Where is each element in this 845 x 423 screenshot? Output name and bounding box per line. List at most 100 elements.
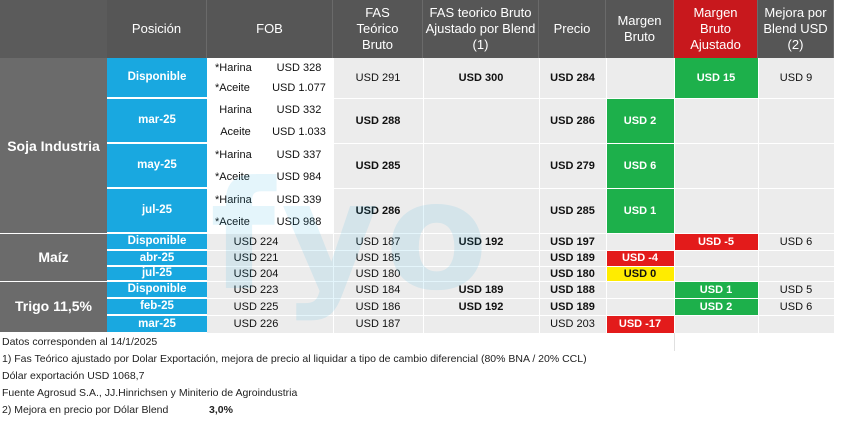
fob-label: *Aceite: [215, 170, 250, 183]
fas-adjusted-value: [423, 251, 539, 266]
fob-value: USD 328: [276, 61, 322, 74]
fas-adjusted-value: USD 300: [423, 58, 539, 98]
price-value: USD 189: [539, 299, 606, 315]
position-cell: abr-25: [107, 251, 207, 266]
note-blend: 2) Mejora en precio por Dólar Blend 3,0%: [2, 404, 262, 416]
fob-label: *Aceite: [215, 215, 250, 228]
margin-value: [606, 234, 674, 250]
improvement-value: [758, 251, 834, 266]
note-source: Fuente Agrosud S.A., JJ.Hinrichsen y Min…: [2, 387, 298, 399]
fob-value: USD 1.077: [272, 81, 326, 94]
fob-value: USD 224: [207, 234, 333, 250]
price-value: USD 286: [539, 99, 606, 143]
fas-adjusted-value: USD 189: [423, 282, 539, 298]
improvement-value: USD 6: [758, 234, 834, 250]
fob-value: USD 223: [207, 282, 333, 298]
header-fob: FOB: [207, 0, 333, 58]
margin-adjusted-value: [674, 251, 758, 266]
fob-value: USD 988: [276, 215, 322, 228]
note-blend-value: 3,0%: [209, 404, 233, 416]
fob-label: Aceite: [220, 125, 251, 138]
note-blend-label: 2) Mejora en precio por Dólar Blend: [2, 404, 169, 416]
group-trigo: Trigo 11,5%: [0, 281, 107, 332]
column-divider: [674, 58, 675, 333]
column-divider: [423, 58, 424, 333]
fob-label: Harina: [219, 103, 252, 116]
fas-adjusted-value: [423, 267, 539, 281]
fas-value: USD 286: [333, 189, 423, 233]
fob-value: USD 337: [276, 148, 322, 161]
header-precio: Precio: [539, 0, 606, 58]
fas-adjusted-value: USD 192: [423, 234, 539, 250]
column-divider: [539, 58, 540, 333]
price-value: USD 188: [539, 282, 606, 298]
fas-adjusted-value: [423, 144, 539, 188]
position-cell: may-25: [107, 144, 207, 188]
margin-value: [606, 299, 674, 315]
price-value: USD 180: [539, 267, 606, 281]
margin-value: USD 1: [606, 189, 674, 233]
header-fas-teorico: FAS Teórico Bruto: [333, 0, 423, 58]
improvement-value: [758, 99, 834, 143]
fob-value: USD 221: [207, 251, 333, 266]
margin-value: USD -4: [606, 251, 674, 266]
margin-adjusted-value: USD 15: [674, 58, 758, 98]
position-cell: jul-25: [107, 189, 207, 233]
fob-value: USD 984: [276, 170, 322, 183]
header-corner: [0, 0, 107, 58]
fob-value: USD 204: [207, 267, 333, 281]
group-soja-industria: Soja Industria: [0, 58, 107, 234]
position-cell: mar-25: [107, 316, 207, 333]
margin-adjusted-value: [674, 144, 758, 188]
improvement-value: [758, 189, 834, 233]
margin-value: USD 6: [606, 144, 674, 188]
position-cell: Disponible: [107, 234, 207, 250]
fas-value: USD 187: [333, 234, 423, 250]
note-date: Datos corresponden al 14/1/2025: [2, 336, 158, 348]
margin-adjusted-value: [674, 316, 758, 333]
price-value: USD 279: [539, 144, 606, 188]
price-value: USD 203: [539, 316, 606, 333]
fob-label: *Aceite: [215, 81, 250, 94]
fas-value: USD 184: [333, 282, 423, 298]
price-value: USD 285: [539, 189, 606, 233]
price-value: USD 284: [539, 58, 606, 98]
fas-adjusted-value: USD 192: [423, 299, 539, 315]
position-cell: jul-25: [107, 267, 207, 281]
position-cell: Disponible: [107, 58, 207, 98]
improvement-value: USD 5: [758, 282, 834, 298]
header-margen-bruto: Margen Bruto: [606, 0, 674, 58]
fob-value: USD 1.033: [272, 125, 326, 138]
fas-value: USD 288: [333, 99, 423, 143]
price-value: USD 189: [539, 251, 606, 266]
margin-value: [606, 58, 674, 98]
column-divider: [333, 58, 334, 333]
fas-value: USD 285: [333, 144, 423, 188]
improvement-value: [758, 267, 834, 281]
fas-value: USD 291: [333, 58, 423, 98]
price-value: USD 197: [539, 234, 606, 250]
note-dolar-exportacion: Dólar exportación USD 1068,7: [2, 370, 145, 382]
margin-value: USD 0: [606, 267, 674, 281]
fas-value: USD 186: [333, 299, 423, 315]
fob-label: *Harina: [215, 148, 252, 161]
position-cell: feb-25: [107, 299, 207, 315]
margin-value: [606, 282, 674, 298]
fob-label: *Harina: [215, 61, 252, 74]
header-mejora: Mejora por Blend USD (2): [758, 0, 834, 58]
margin-adjusted-value: USD 1: [674, 282, 758, 298]
margin-value: USD 2: [606, 99, 674, 143]
improvement-value: USD 9: [758, 58, 834, 98]
margin-adjusted-value: [674, 267, 758, 281]
fas-value: USD 180: [333, 267, 423, 281]
header-fas-ajustado: FAS teorico Bruto Ajustado por Blend (1): [423, 0, 539, 58]
improvement-value: USD 6: [758, 299, 834, 315]
fas-adjusted-value: [423, 99, 539, 143]
fob-value: USD 339: [276, 193, 322, 206]
column-divider: [758, 58, 759, 333]
header-margen-ajustado: Margen Bruto Ajustado: [674, 0, 758, 58]
margin-value: USD -17: [606, 316, 674, 333]
header-posicion: Posición: [107, 0, 207, 58]
fob-value: USD 226: [207, 316, 333, 333]
position-cell: Disponible: [107, 282, 207, 298]
